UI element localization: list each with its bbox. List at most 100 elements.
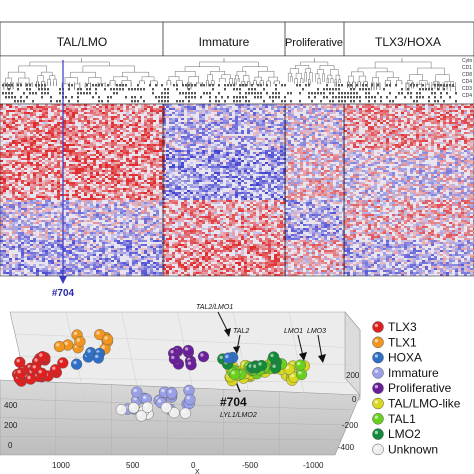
- heatmap-cell: [306, 152, 309, 154]
- heatmap-cell: [377, 146, 380, 148]
- heatmap-cell: [235, 104, 238, 106]
- heatmap-cell: [416, 126, 419, 128]
- heatmap-cell: [291, 134, 294, 136]
- heatmap-cell: [434, 132, 437, 134]
- heatmap-cell: [280, 104, 283, 106]
- heatmap-cell: [350, 112, 353, 114]
- heatmap-cell: [336, 130, 339, 132]
- heatmap-cell: [178, 128, 181, 130]
- heatmap-cell: [45, 110, 48, 112]
- heatmap-cell: [312, 148, 315, 150]
- heatmap-cell: [401, 120, 404, 122]
- heatmap-cell: [425, 164, 428, 166]
- heatmap-cell: [283, 110, 286, 112]
- heatmap-cell: [184, 160, 187, 162]
- heatmap-cell: [69, 160, 72, 162]
- heatmap-cell: [283, 174, 286, 176]
- annotation-tick: [299, 100, 301, 103]
- heatmap-cell: [126, 146, 129, 148]
- heatmap-cell: [232, 148, 235, 150]
- heatmap-cell: [166, 146, 169, 148]
- heatmap-cell: [464, 120, 467, 122]
- heatmap-cell: [280, 164, 283, 166]
- heatmap-cell: [153, 174, 156, 176]
- heatmap-cell: [99, 138, 102, 140]
- heatmap-cell: [232, 164, 235, 166]
- heatmap-cell: [443, 158, 446, 160]
- annotation-tick: [368, 92, 370, 95]
- annotation-tick: [401, 88, 403, 91]
- heatmap-cell: [404, 146, 407, 148]
- heatmap-cell: [383, 130, 386, 132]
- heatmap-cell: [389, 132, 392, 134]
- heatmap-cell: [350, 108, 353, 110]
- heatmap-cell: [241, 148, 244, 150]
- heatmap-cell: [253, 138, 256, 140]
- heatmap-cell: [356, 106, 359, 108]
- heatmap-cell: [87, 174, 90, 176]
- heatmap-cell: [208, 166, 211, 168]
- heatmap-cell: [347, 140, 350, 142]
- heatmap-cell: [202, 152, 205, 154]
- heatmap-cell: [428, 110, 431, 112]
- heatmap-cell: [265, 150, 268, 152]
- heatmap-cell: [398, 142, 401, 144]
- heatmap-cell: [259, 120, 262, 122]
- heatmap-cell: [226, 110, 229, 112]
- heatmap-cell: [57, 154, 60, 156]
- heatmap-cell: [386, 146, 389, 148]
- heatmap-cell: [135, 126, 138, 128]
- heatmap-cell: [51, 106, 54, 108]
- heatmap-cell: [102, 154, 105, 156]
- heatmap-cell: [425, 130, 428, 132]
- heatmap-cell: [410, 106, 413, 108]
- heatmap-cell: [300, 168, 303, 170]
- heatmap-cell: [0, 132, 3, 134]
- heatmap-cell: [123, 120, 126, 122]
- heatmap-cell: [422, 140, 425, 142]
- heatmap-cell: [306, 132, 309, 134]
- annotation-tick: [116, 92, 118, 95]
- heatmap-cell: [108, 164, 111, 166]
- heatmap-cell: [114, 164, 117, 166]
- heatmap-cell: [288, 126, 291, 128]
- heatmap-cell: [211, 134, 214, 136]
- heatmap-cell: [172, 120, 175, 122]
- heatmap-cell: [446, 142, 449, 144]
- heatmap-cell: [265, 110, 268, 112]
- heatmap-cell: [344, 110, 347, 112]
- heatmap-cell: [144, 170, 147, 172]
- heatmap-cell: [416, 120, 419, 122]
- annotation-tick: [29, 92, 31, 95]
- heatmap-cell: [244, 116, 247, 118]
- heatmap-cell: [108, 110, 111, 112]
- heatmap-cell: [147, 112, 150, 114]
- heatmap-cell: [99, 114, 102, 116]
- heatmap-cell: [39, 130, 42, 132]
- heatmap-cell: [362, 166, 365, 168]
- heatmap-cell: [271, 168, 274, 170]
- heatmap-cell: [81, 146, 84, 148]
- annotation-tick: [416, 84, 418, 87]
- heatmap-cell: [90, 114, 93, 116]
- heatmap-cell: [24, 146, 27, 148]
- heatmap-cell: [111, 134, 114, 136]
- heatmap-cell: [350, 142, 353, 144]
- annotation-tick: [275, 92, 277, 95]
- heatmap-cell: [268, 170, 271, 172]
- heatmap-cell: [244, 168, 247, 170]
- annotation-tick: [419, 88, 421, 91]
- heatmap-cell: [33, 158, 36, 160]
- heatmap-cell: [443, 106, 446, 108]
- heatmap-cell: [371, 106, 374, 108]
- heatmap-cell: [422, 166, 425, 168]
- heatmap-cell: [166, 162, 169, 164]
- heatmap-cell: [244, 108, 247, 110]
- heatmap-cell: [27, 142, 30, 144]
- heatmap-cell: [175, 110, 178, 112]
- heatmap-cell: [407, 122, 410, 124]
- heatmap-cell: [336, 136, 339, 138]
- heatmap-cell: [253, 172, 256, 174]
- heatmap-cell: [60, 152, 63, 154]
- heatmap-cell: [416, 110, 419, 112]
